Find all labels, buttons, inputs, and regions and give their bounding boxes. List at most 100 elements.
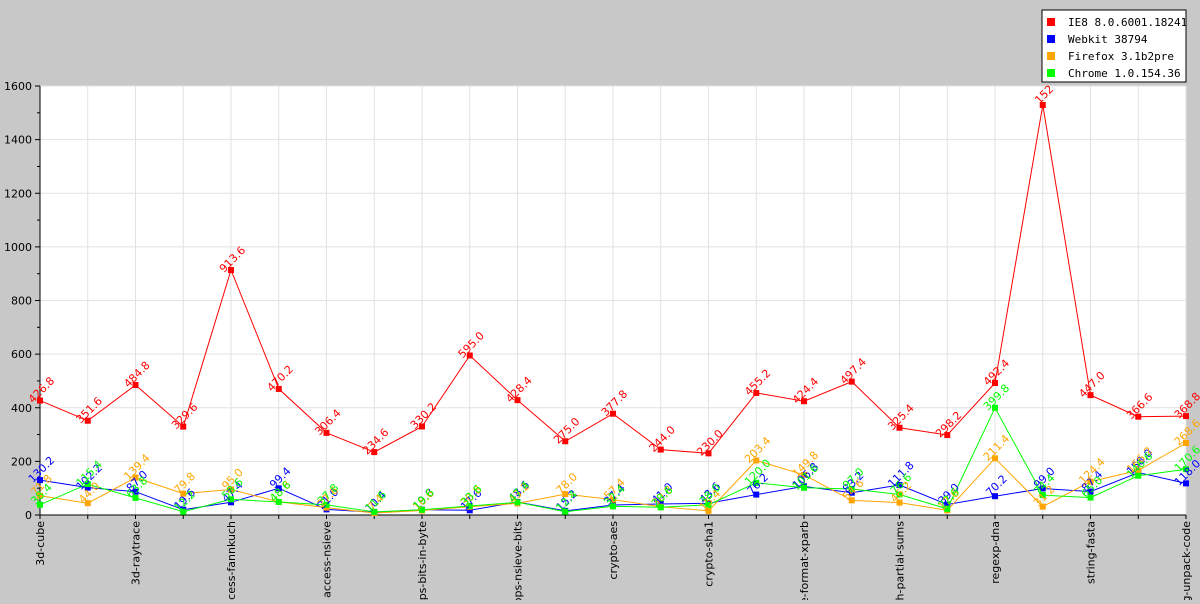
data-point bbox=[228, 486, 234, 493]
axes: 0 200 400 600 800 1000 1200 1400 1600 3d-cube 3d-r… bbox=[4, 80, 1193, 604]
data-point bbox=[562, 508, 569, 515]
y-tick-label: 1200 bbox=[4, 187, 32, 200]
data-point bbox=[323, 501, 330, 508]
data-point bbox=[1087, 488, 1094, 495]
data-point bbox=[944, 432, 951, 439]
data-point bbox=[562, 491, 569, 498]
data-point bbox=[1039, 503, 1046, 510]
data-point bbox=[610, 496, 616, 503]
legend: IE8 8.0.6001.18241 Webkit 38794 Firefox 3.… bbox=[1041, 9, 1187, 83]
data-point bbox=[1039, 102, 1046, 109]
y-tick-label: 200 bbox=[11, 455, 32, 468]
data-point bbox=[753, 389, 760, 396]
data-point bbox=[466, 352, 473, 359]
data-point bbox=[1135, 467, 1142, 474]
data-point bbox=[753, 491, 760, 498]
data-point bbox=[992, 379, 998, 386]
data-point bbox=[180, 490, 187, 497]
data-point bbox=[180, 508, 187, 515]
data-point bbox=[1183, 480, 1189, 487]
data-point bbox=[944, 501, 951, 508]
data-point bbox=[1039, 485, 1046, 492]
legend-entry: Firefox 3.1b2pre bbox=[1068, 50, 1174, 63]
data-point bbox=[419, 506, 425, 513]
data-point bbox=[84, 500, 91, 507]
data-point bbox=[1039, 492, 1046, 499]
data-point bbox=[896, 499, 903, 506]
data-point bbox=[514, 499, 521, 506]
legend-box bbox=[1041, 9, 1187, 83]
data-point bbox=[801, 471, 807, 478]
data-point bbox=[705, 507, 712, 514]
data-point bbox=[37, 397, 43, 404]
data-point bbox=[1183, 413, 1189, 420]
data-point bbox=[562, 438, 569, 445]
data-point bbox=[132, 494, 139, 501]
data-point bbox=[705, 501, 712, 508]
data-point bbox=[1087, 494, 1094, 501]
data-point bbox=[228, 496, 234, 503]
x-category-label: crypto-aes bbox=[607, 521, 620, 580]
x-category-label: 3d-cube bbox=[34, 521, 47, 566]
data-point bbox=[275, 385, 282, 392]
data-point bbox=[371, 449, 378, 456]
y-tick-label: 600 bbox=[11, 348, 32, 361]
data-point bbox=[753, 479, 760, 486]
data-point bbox=[848, 489, 855, 496]
data-point bbox=[896, 424, 903, 431]
data-point bbox=[896, 482, 903, 489]
data-point bbox=[323, 429, 330, 436]
data-point bbox=[180, 423, 187, 430]
x-category-label: bitops-nsieve-bits bbox=[512, 521, 525, 600]
data-point bbox=[1183, 466, 1189, 473]
data-point bbox=[514, 397, 521, 404]
data-point bbox=[275, 498, 282, 505]
data-point bbox=[657, 446, 664, 453]
x-category-label: string-fasta bbox=[1085, 521, 1098, 584]
data-point bbox=[801, 484, 807, 491]
y-tick-label: 1400 bbox=[4, 134, 32, 147]
legend-swatch bbox=[1047, 52, 1055, 60]
data-point bbox=[992, 493, 998, 500]
data-point bbox=[84, 417, 91, 424]
legend-entry: IE8 8.0.6001.18241 bbox=[1068, 16, 1187, 29]
data-point bbox=[848, 378, 855, 385]
x-category-label: date-format-xparb bbox=[798, 521, 811, 600]
legend-entry: Webkit 38794 bbox=[1068, 33, 1148, 46]
data-point bbox=[371, 508, 378, 515]
data-point bbox=[848, 485, 855, 492]
x-category-label: 3d-raytrace bbox=[130, 521, 143, 585]
data-point bbox=[610, 503, 616, 510]
data-point bbox=[896, 491, 903, 498]
data-point bbox=[132, 382, 139, 389]
data-point bbox=[944, 505, 951, 512]
data-point bbox=[848, 497, 855, 504]
x-category-label: access-fannkuch bbox=[225, 521, 238, 600]
x-category-label: bitops-bits-in-byte bbox=[416, 521, 429, 600]
data-point bbox=[1087, 478, 1094, 485]
y-tick-label: 1000 bbox=[4, 241, 32, 254]
data-point bbox=[275, 485, 282, 492]
data-point bbox=[753, 457, 760, 464]
x-category-label: crypto-sha1 bbox=[703, 521, 716, 587]
data-point bbox=[1087, 392, 1094, 399]
data-point bbox=[466, 507, 473, 514]
legend-swatch bbox=[1047, 69, 1055, 77]
data-point bbox=[84, 481, 91, 488]
series-layer bbox=[37, 102, 1189, 517]
data-point bbox=[132, 474, 139, 481]
data-point bbox=[419, 423, 425, 430]
data-point bbox=[84, 484, 91, 491]
data-point bbox=[992, 455, 998, 462]
data-point bbox=[1135, 472, 1142, 479]
data-point bbox=[37, 501, 43, 508]
data-point bbox=[801, 398, 807, 405]
data-point bbox=[1183, 439, 1189, 446]
data-point bbox=[1135, 413, 1142, 420]
y-tick-label: 1600 bbox=[4, 80, 32, 93]
legend-swatch bbox=[1047, 18, 1055, 26]
data-point bbox=[705, 450, 712, 457]
data-point bbox=[228, 499, 234, 506]
